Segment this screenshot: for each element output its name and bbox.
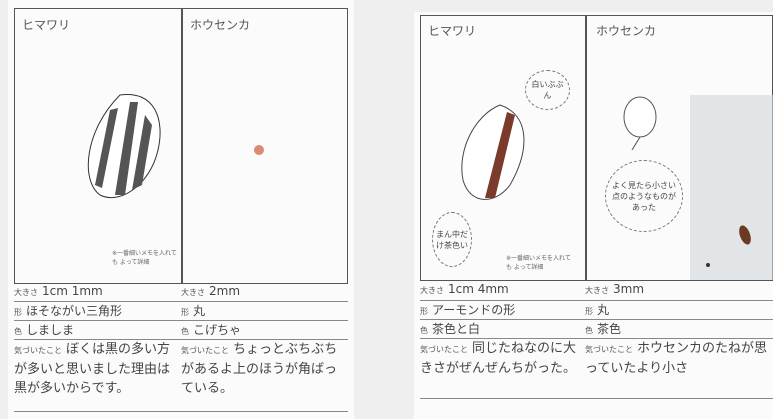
- label: 色: [585, 326, 593, 335]
- answer: 茶色と白: [432, 322, 481, 336]
- label: 大きさ: [420, 286, 444, 295]
- label: 気づいたこと: [181, 346, 229, 355]
- answer: 丸: [193, 304, 206, 318]
- seed-drawing: [461, 104, 525, 200]
- answer: 1cm 4mm: [448, 282, 509, 296]
- seed-drawing: [87, 94, 161, 199]
- answer: ぼくは黒の多い方が多いと思いました理由は黒が多いからです。: [14, 342, 171, 396]
- label: 気づいたこと: [420, 345, 468, 354]
- label: 大きさ: [181, 288, 205, 297]
- answer: しましま: [26, 323, 75, 337]
- answer: 丸: [597, 303, 610, 317]
- label: 形: [14, 308, 22, 317]
- label: 大きさ: [585, 286, 609, 295]
- speech-bubble: まん中だけ茶色い: [432, 212, 472, 267]
- table: 大きさ 1cm 4mm 大きさ 3mm 形アーモンドの形形丸 色茶色と白色茶色 気づい…: [420, 282, 773, 399]
- answer: アーモンドの形: [432, 303, 516, 317]
- answer: ほそながい三角形: [26, 304, 123, 318]
- answer: ちょっとぶちぶちがあるよ上のほうが角ばっている。: [181, 342, 338, 396]
- answer: ホウセンカのたねが思っていたより小さ: [585, 341, 768, 376]
- label: 色: [181, 327, 189, 336]
- speech-bubble: 白いぶぶん: [525, 70, 570, 110]
- header: ヒマワリ: [428, 24, 477, 38]
- note: ※一番細いメモを入れても よって詳細: [112, 250, 177, 266]
- seed-bag: [690, 95, 773, 280]
- note: ※一番細いメモを入れても よって詳細: [506, 255, 571, 271]
- seed-drawing: [254, 145, 264, 155]
- seed-drawing: [623, 96, 657, 150]
- label: 形: [420, 307, 428, 316]
- divider: [585, 15, 587, 281]
- label: 色: [14, 327, 22, 336]
- header: ホウセンカ: [596, 24, 657, 38]
- table: 大きさ 1cm 1mm 大きさ 2mm 形ほそながい三角形形丸 色しましま色こげちゃ …: [14, 284, 348, 412]
- label: 色: [420, 326, 428, 335]
- label: 形: [181, 308, 189, 317]
- answer: 1cm 1mm: [42, 284, 103, 298]
- answer: 茶色: [597, 322, 622, 336]
- header: ホウセンカ: [190, 18, 251, 32]
- speech-bubble: よく見たら小さい点のようなものがあった: [605, 160, 683, 232]
- header: ヒマワリ: [22, 18, 71, 32]
- answer: 3mm: [613, 282, 645, 296]
- divider: [181, 8, 183, 284]
- seed-sample: [706, 225, 751, 267]
- label: 大きさ: [14, 288, 38, 297]
- answer: 同じたねなのに大きさがぜんぜんちがった。: [420, 341, 577, 376]
- label: 気づいたこと: [585, 345, 633, 354]
- label: 形: [585, 307, 593, 316]
- label: 気づいたこと: [14, 346, 62, 355]
- answer: こげちゃ: [193, 323, 242, 337]
- answer: 2mm: [209, 284, 241, 298]
